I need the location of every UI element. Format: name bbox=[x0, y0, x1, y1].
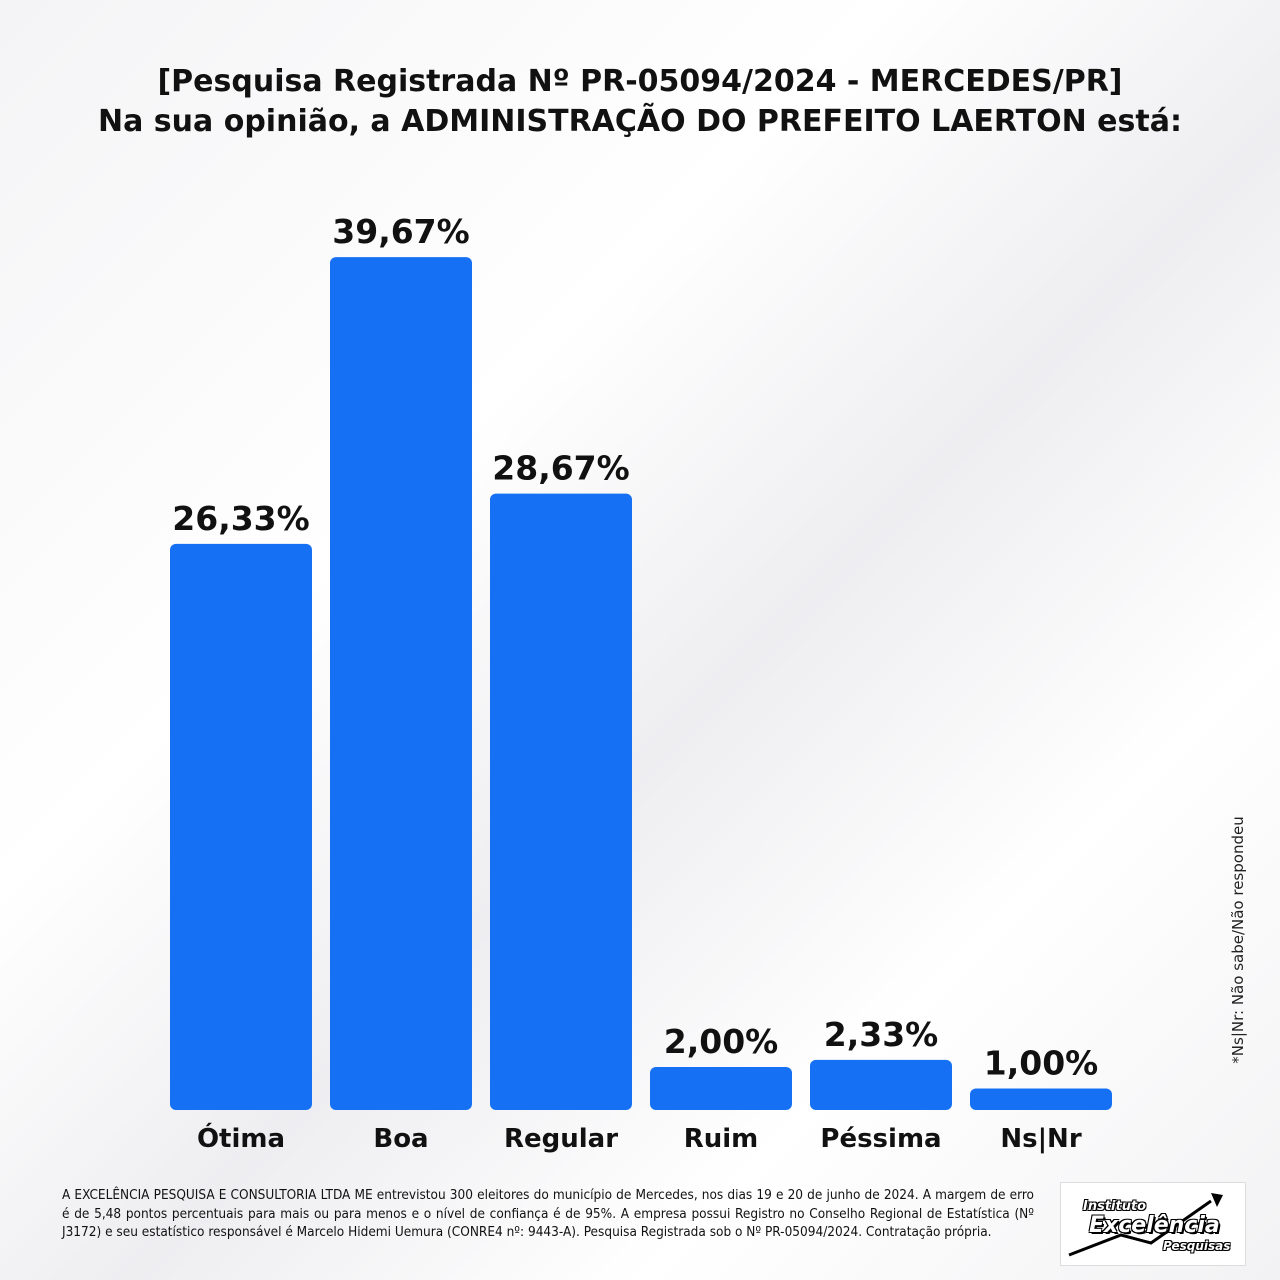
value-label-pessima: 2,33% bbox=[824, 1015, 939, 1054]
category-label-ruim: Ruim bbox=[684, 1124, 759, 1154]
chart-title: [Pesquisa Registrada Nº PR-05094/2024 - … bbox=[0, 62, 1280, 142]
bar-ns-nr bbox=[970, 1088, 1112, 1110]
logo-line-2: Excelência bbox=[1089, 1213, 1220, 1238]
logo-arrow-icon bbox=[1068, 1193, 1223, 1257]
category-label-boa: Boa bbox=[373, 1124, 428, 1154]
title-line-1: [Pesquisa Registrada Nº PR-05094/2024 - … bbox=[157, 64, 1123, 99]
category-label-pessima: Péssima bbox=[820, 1124, 941, 1154]
logo-line-1: Instituto bbox=[1083, 1199, 1147, 1214]
value-label-regular: 28,67% bbox=[492, 449, 629, 488]
logo-line-3: Pesquisas bbox=[1163, 1239, 1231, 1253]
value-label-boa: 39,67% bbox=[332, 212, 469, 251]
bar-pessima bbox=[810, 1059, 952, 1110]
value-label-ns-nr: 1,00% bbox=[984, 1044, 1099, 1083]
category-label-otima: Ótima bbox=[197, 1122, 285, 1154]
bar-boa bbox=[330, 257, 472, 1111]
bar-chart: 26,33% Ótima 39,67% Boa 28,67% Regular 2,00% Ru… bbox=[170, 212, 1112, 1154]
bar-regular bbox=[490, 493, 632, 1111]
title-line-2: Na sua opinião, a ADMINISTRAÇÃO DO PREFE… bbox=[98, 104, 1182, 139]
side-note-text: *Ns|Nr: Não sabe/Não respondeu bbox=[1229, 816, 1247, 1064]
value-label-ruim: 2,00% bbox=[664, 1022, 779, 1061]
value-label-otima: 26,33% bbox=[172, 499, 309, 538]
institute-logo: Instituto Excelência Pesquisas bbox=[1060, 1182, 1246, 1266]
bar-otima bbox=[170, 543, 312, 1110]
category-label-ns-nr: Ns|Nr bbox=[1000, 1124, 1081, 1154]
category-label-regular: Regular bbox=[504, 1124, 618, 1154]
bar-ruim bbox=[650, 1067, 792, 1110]
footer-methodology: A EXCELÊNCIA PESQUISA E CONSULTORIA LTDA… bbox=[62, 1187, 1034, 1240]
